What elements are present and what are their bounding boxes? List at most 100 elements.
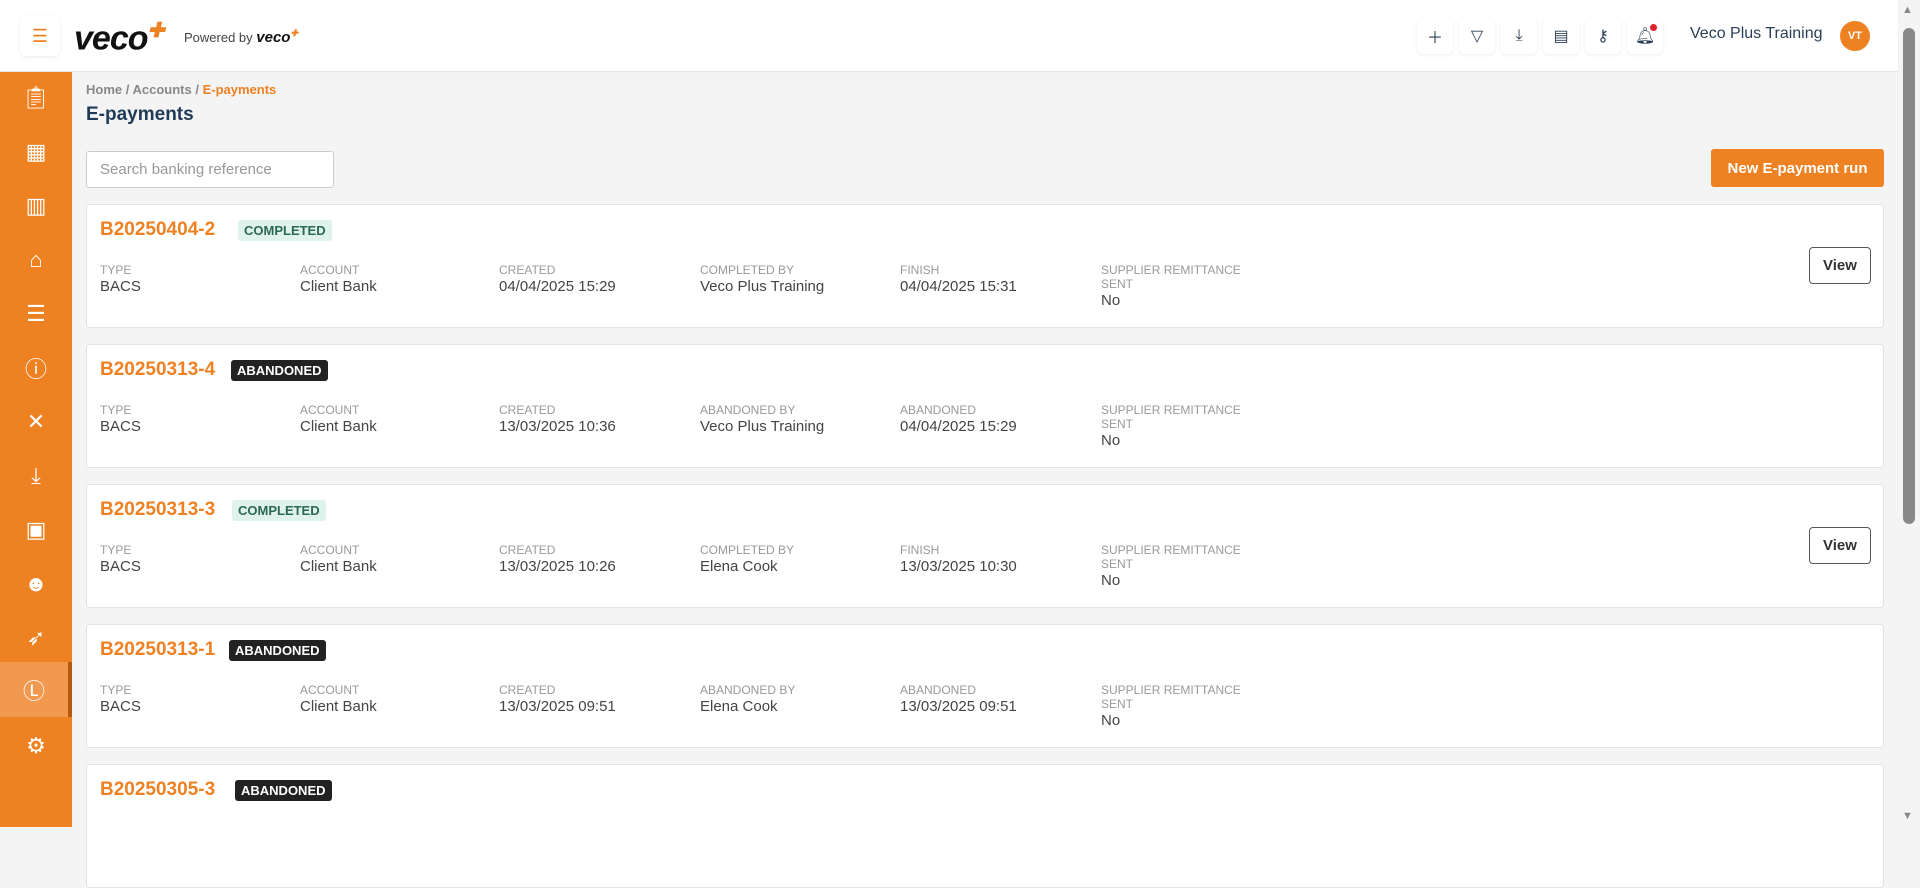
- breadcrumb-home[interactable]: Home: [86, 82, 123, 97]
- field-label: TYPE: [100, 263, 132, 277]
- field-label: TYPE: [100, 543, 132, 557]
- plus-icon[interactable]: ＋: [1417, 18, 1453, 54]
- view-button[interactable]: View: [1809, 527, 1871, 564]
- rocket-icon[interactable]: ➶: [26, 625, 46, 650]
- run-reference[interactable]: B20250313-3: [100, 499, 216, 520]
- clipboard-check-icon[interactable]: 📋︎: [22, 85, 50, 110]
- pound-icon[interactable]: Ⓛ: [0, 662, 72, 717]
- epayment-card: B20250313-1 ABANDONED TYPE BACS ACCOUNT Clie…: [86, 624, 1884, 748]
- field-value: Client Bank: [300, 278, 377, 295]
- field-value: BACS: [100, 558, 141, 575]
- field-value: 04/04/2025 15:29: [499, 278, 616, 295]
- field-by: COMPLETED BY Veco Plus Training: [700, 263, 824, 297]
- epayment-card: B20250313-3 COMPLETED TYPE BACS ACCOUNT Clie…: [86, 484, 1884, 608]
- contacts-book-icon[interactable]: ▣: [25, 517, 47, 542]
- field-value: BACS: [100, 278, 141, 295]
- new-epayment-run-button[interactable]: New E-payment run: [1711, 149, 1884, 187]
- tools-icon[interactable]: ✕: [26, 409, 46, 434]
- scroll-up-icon[interactable]: ▲: [1902, 4, 1913, 16]
- field-remittance: SUPPLIER REMITTANCE SENT No: [1101, 263, 1241, 311]
- scroll-down-icon[interactable]: ▼: [1902, 810, 1913, 822]
- worker-icon[interactable]: ☻: [24, 571, 48, 596]
- field-value: No: [1101, 292, 1121, 309]
- building-icon[interactable]: ▥: [25, 193, 47, 218]
- status-badge: COMPLETED: [238, 220, 332, 241]
- checklist-icon[interactable]: ☰: [26, 301, 46, 326]
- notification-dot: [1650, 24, 1657, 31]
- status-badge: ABANDONED: [229, 640, 326, 661]
- field-value: Elena Cook: [700, 558, 778, 575]
- breadcrumb-accounts[interactable]: Accounts: [132, 82, 192, 97]
- run-reference[interactable]: B20250404-2: [100, 219, 216, 240]
- alert-message-icon[interactable]: ⓘ: [24, 357, 47, 382]
- field-label: ABANDONED: [900, 683, 977, 697]
- field-value: Elena Cook: [700, 698, 778, 715]
- field-value: 13/03/2025 10:30: [900, 558, 1017, 575]
- menu-toggle-button[interactable]: ☰: [20, 16, 60, 56]
- field-label: ACCOUNT: [300, 683, 360, 697]
- epayment-card: B20250305-3 ABANDONED: [86, 764, 1884, 888]
- bell-icon[interactable]: 🔔︎: [1627, 18, 1663, 54]
- field-value: No: [1101, 572, 1121, 589]
- field-value: Client Bank: [300, 698, 377, 715]
- house-user-icon[interactable]: ⌂: [29, 247, 43, 272]
- field-label: FINISH: [900, 263, 940, 277]
- powered-by: Powered by veco✚: [184, 28, 299, 46]
- field-label: ABANDONED BY: [700, 403, 796, 417]
- scrollbar-thumb[interactable]: [1903, 28, 1915, 524]
- field-account: ACCOUNT Client Bank: [300, 403, 377, 437]
- field-type: TYPE BACS: [100, 263, 141, 297]
- field-end: FINISH 04/04/2025 15:31: [900, 263, 1017, 297]
- field-value: 04/04/2025 15:31: [900, 278, 1017, 295]
- field-type: TYPE BACS: [100, 683, 141, 717]
- field-value: Veco Plus Training: [700, 418, 825, 435]
- veco-logo[interactable]: veco✚: [74, 19, 165, 58]
- field-label: SUPPLIER REMITTANCE SENT: [1101, 403, 1241, 431]
- folder-download-icon[interactable]: ⤓: [1501, 18, 1537, 54]
- field-remittance: SUPPLIER REMITTANCE SENT No: [1101, 683, 1241, 731]
- field-label: ACCOUNT: [300, 403, 360, 417]
- epayment-card: B20250404-2 COMPLETED TYPE BACS ACCOUNT Clie…: [86, 204, 1884, 328]
- field-type: TYPE BACS: [100, 403, 141, 437]
- gear-icon[interactable]: ⚙: [26, 733, 46, 758]
- field-value: 13/03/2025 09:51: [499, 698, 616, 715]
- field-label: ABANDONED BY: [700, 683, 796, 697]
- field-label: SUPPLIER REMITTANCE SENT: [1101, 263, 1241, 291]
- field-label: SUPPLIER REMITTANCE SENT: [1101, 683, 1241, 711]
- field-end: FINISH 13/03/2025 10:30: [900, 543, 1017, 577]
- status-badge: ABANDONED: [231, 360, 328, 381]
- field-value: 04/04/2025 15:29: [900, 418, 1017, 435]
- user-name[interactable]: Veco Plus Training: [1690, 25, 1823, 42]
- field-value: 13/03/2025 10:36: [499, 418, 616, 435]
- run-reference[interactable]: B20250313-4: [100, 359, 216, 380]
- field-value: 13/03/2025 10:26: [499, 558, 616, 575]
- top-header: ☰ veco✚ Powered by veco✚ ＋ ▽ ⤓ ▤ ⚷ 🔔︎ Ve…: [0, 0, 1898, 72]
- field-account: ACCOUNT Client Bank: [300, 683, 377, 717]
- field-account: ACCOUNT Client Bank: [300, 263, 377, 297]
- page-title: E-payments: [86, 104, 194, 125]
- filter-icon[interactable]: ▽: [1459, 18, 1495, 54]
- field-end: ABANDONED 04/04/2025 15:29: [900, 403, 1017, 437]
- view-button[interactable]: View: [1809, 247, 1871, 284]
- calendar-icon[interactable]: ▦: [25, 139, 47, 164]
- field-account: ACCOUNT Client Bank: [300, 543, 377, 577]
- field-label: ABANDONED: [900, 403, 977, 417]
- sidebar: 📋︎ ▦ ▥ ⌂ ☰ ⓘ ✕ ⤓ ▣ ☻ ➶ Ⓛ ⚙: [0, 72, 72, 827]
- download-tray-icon[interactable]: ⤓: [31, 463, 41, 488]
- field-created: CREATED 13/03/2025 10:26: [499, 543, 616, 577]
- field-created: CREATED 13/03/2025 09:51: [499, 683, 616, 717]
- field-value: Client Bank: [300, 558, 377, 575]
- field-value: No: [1101, 432, 1121, 449]
- run-reference[interactable]: B20250313-1: [100, 639, 216, 660]
- status-badge: COMPLETED: [232, 500, 326, 521]
- field-created: CREATED 13/03/2025 10:36: [499, 403, 616, 437]
- field-created: CREATED 04/04/2025 15:29: [499, 263, 616, 297]
- avatar[interactable]: VT: [1840, 21, 1870, 51]
- field-label: CREATED: [499, 543, 556, 557]
- run-reference[interactable]: B20250305-3: [100, 779, 216, 800]
- field-by: COMPLETED BY Elena Cook: [700, 543, 794, 577]
- key-icon[interactable]: ⚷: [1585, 18, 1621, 54]
- scrollbar[interactable]: ▲ ▼: [1898, 0, 1920, 827]
- table-icon[interactable]: ▤: [1543, 18, 1579, 54]
- search-input[interactable]: [86, 151, 334, 188]
